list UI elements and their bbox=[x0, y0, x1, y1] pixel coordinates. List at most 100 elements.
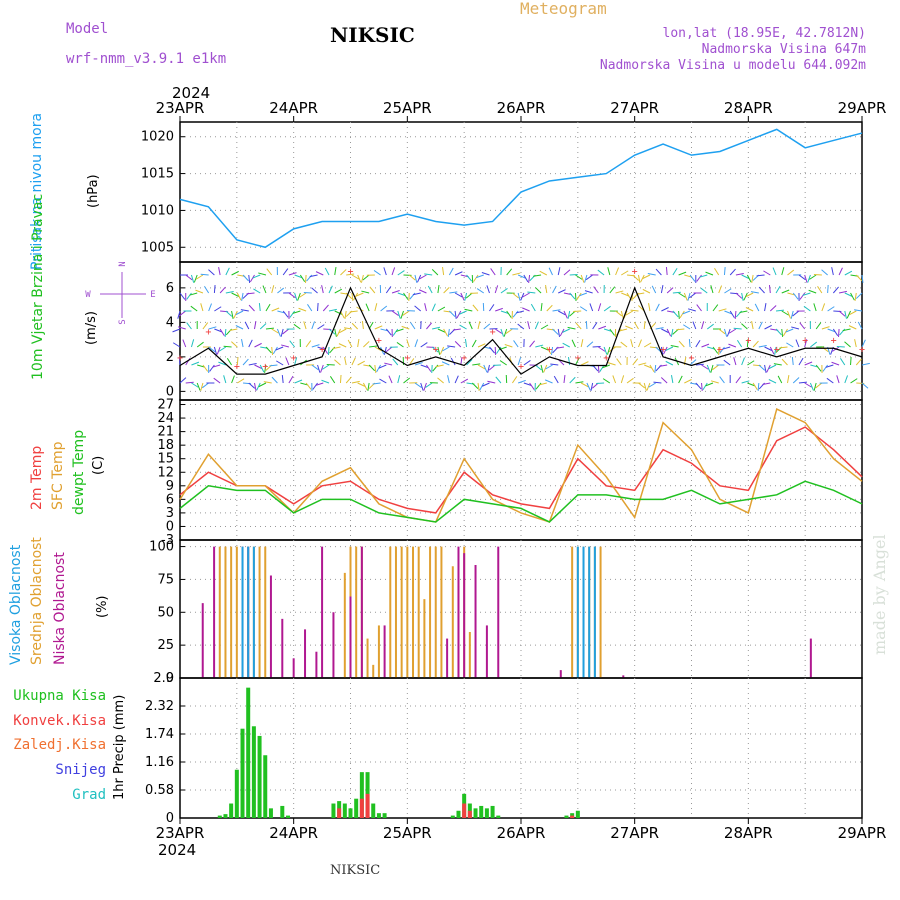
wind-arrow bbox=[343, 327, 353, 330]
wind-arrow bbox=[503, 328, 508, 337]
wind-arrow bbox=[241, 292, 244, 301]
wind-arrow bbox=[414, 305, 422, 312]
wind-arrow bbox=[208, 326, 217, 330]
wind-arrow bbox=[792, 292, 799, 300]
wind-arrow bbox=[264, 364, 267, 373]
wind-arrow bbox=[423, 382, 427, 391]
wind-arrow bbox=[714, 267, 720, 276]
wind-arrow bbox=[750, 291, 759, 294]
wind-title: 10m Vjetar Brzina i Pravac bbox=[30, 194, 46, 380]
wind-arrow bbox=[500, 288, 508, 294]
wind-arrow bbox=[644, 364, 652, 369]
ukupna-bar bbox=[240, 728, 245, 818]
gust-marker: + bbox=[404, 353, 410, 364]
wind-arrow bbox=[437, 346, 441, 355]
wind-arrow bbox=[768, 364, 777, 370]
wind-arrow bbox=[665, 360, 674, 366]
wind-arrow bbox=[297, 292, 301, 301]
pressure-ylabel: (hPa) bbox=[86, 174, 101, 208]
wind-title-text: 10m Vjetar Brzina i Pravac bbox=[30, 194, 46, 380]
precip-tick-label: 0.58 bbox=[145, 783, 174, 798]
wind-arrow bbox=[309, 274, 318, 278]
wind-arrow bbox=[424, 273, 433, 276]
ukupna-bar bbox=[348, 808, 353, 818]
wind-arrow bbox=[563, 374, 566, 384]
wind-arrow bbox=[242, 274, 249, 282]
year-bottom: 2024 bbox=[158, 841, 196, 859]
wind-arrow bbox=[758, 364, 766, 371]
wind-arrow bbox=[580, 339, 584, 348]
wind-arrow bbox=[512, 310, 519, 318]
wind-arrow bbox=[288, 292, 296, 299]
gust-marker: + bbox=[518, 362, 524, 373]
wind-arrow bbox=[418, 289, 427, 294]
wind-arrow bbox=[548, 267, 553, 276]
wind-arrow bbox=[258, 302, 261, 312]
wind-arrow bbox=[369, 345, 378, 348]
wind-arrow bbox=[307, 304, 313, 312]
ukupna-bar bbox=[217, 815, 222, 818]
wind-arrow bbox=[790, 310, 794, 319]
wind-arrow bbox=[177, 310, 181, 319]
wind-arrow bbox=[456, 310, 462, 319]
wind-arrow bbox=[334, 359, 341, 366]
wind-arrow bbox=[546, 304, 553, 312]
wind-arrow bbox=[441, 361, 450, 366]
pressure-side-labels: Pritisak na nivou mora (hPa) bbox=[29, 113, 101, 270]
cloud-tick-label: 0 bbox=[166, 671, 174, 686]
wind-arrow bbox=[258, 272, 267, 276]
wind-arrow bbox=[584, 274, 588, 283]
wind-arrow bbox=[599, 364, 605, 372]
wind-arrow bbox=[832, 286, 839, 294]
temp-tick-label: 27 bbox=[157, 398, 174, 413]
konvek-bar bbox=[462, 803, 467, 818]
wind-arrow bbox=[300, 382, 309, 386]
wind-arrow bbox=[254, 364, 262, 369]
ukupna-bar bbox=[257, 735, 262, 818]
wind-arrow bbox=[216, 346, 221, 355]
wind-arrow bbox=[277, 310, 286, 314]
wind-arrow bbox=[648, 382, 656, 388]
wind-arrow bbox=[598, 325, 607, 330]
wind-arrow bbox=[603, 305, 611, 312]
wind-arrow bbox=[861, 339, 866, 348]
wind-arrow bbox=[432, 364, 439, 372]
wind-arrow bbox=[334, 328, 337, 337]
gust-marker: + bbox=[205, 327, 211, 338]
precip-tick-label: 1.16 bbox=[145, 755, 174, 770]
wind-arrow bbox=[798, 381, 807, 384]
wind-arrow bbox=[223, 375, 227, 384]
wind-arrow bbox=[607, 267, 611, 276]
niska-label: Niska Oblacnost bbox=[52, 552, 68, 665]
wind-arrow bbox=[185, 381, 194, 384]
wind-arrow bbox=[479, 382, 485, 391]
wind-arrow bbox=[512, 272, 521, 276]
wind-arrow bbox=[540, 324, 549, 330]
wind-arrow bbox=[426, 364, 432, 372]
gust-marker: + bbox=[802, 336, 808, 347]
wind-arrow bbox=[848, 325, 857, 330]
wind-arrow bbox=[777, 375, 783, 384]
wind-arrow bbox=[603, 328, 612, 332]
wind-arrow bbox=[813, 303, 817, 312]
wind-arrow bbox=[225, 290, 234, 294]
wind-arrow bbox=[178, 356, 181, 366]
wind-arrow bbox=[219, 286, 226, 294]
wind-speed-line bbox=[179, 286, 863, 375]
wind-arrow bbox=[294, 379, 303, 384]
wind-arrow bbox=[259, 364, 265, 373]
wind-arrow bbox=[191, 361, 200, 366]
ukupna-bar bbox=[263, 755, 268, 818]
wind-arrow bbox=[643, 382, 647, 391]
wind-arrow bbox=[266, 268, 273, 276]
wind-arrow bbox=[414, 362, 423, 366]
wind-arrow bbox=[208, 269, 215, 276]
wind-arrow bbox=[735, 376, 742, 384]
wind-arrow bbox=[706, 323, 714, 330]
wind-arrow bbox=[420, 364, 429, 369]
wind-arrow bbox=[813, 273, 822, 276]
wind-arrow bbox=[214, 328, 223, 333]
wind-arrow bbox=[855, 274, 863, 282]
wind-arrow bbox=[557, 328, 560, 337]
wind-arrow bbox=[741, 274, 750, 279]
